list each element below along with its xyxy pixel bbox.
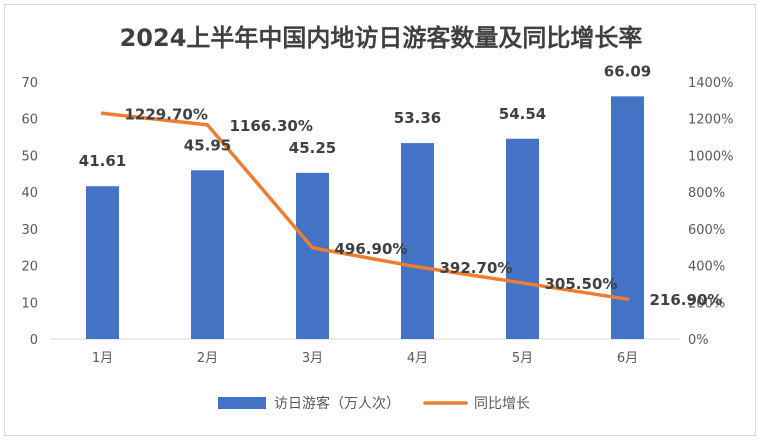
y-right-tick-label: 0% (688, 333, 709, 348)
x-tick-label: 6月 (617, 351, 638, 366)
y-left-tick-label: 60 (21, 113, 38, 128)
y-left-tick-label: 40 (21, 186, 38, 201)
line-series (100, 111, 630, 301)
growth-line (100, 111, 630, 301)
y-left-tick-label: 70 (21, 76, 38, 91)
y-right-tick-label: 1000% (688, 149, 733, 164)
x-tick-label: 1月 (92, 351, 113, 366)
bar (506, 138, 539, 339)
line-data-label: 1229.70% (125, 105, 208, 123)
y-right-tick-label: 200% (688, 296, 725, 311)
chart-axes: 0 10 20 30 40 50 60 70 0% 200% 400% 600% 800% 1000% 12… (21, 76, 733, 366)
y-left-tick-label: 50 (21, 149, 38, 164)
data-labels: 41.61 45.95 45.25 53.36 54.54 66.09 1229.70% 11… (79, 62, 723, 309)
x-tick-label: 2月 (197, 351, 218, 366)
line-point (311, 246, 314, 250)
line-data-label: 305.50% (545, 275, 618, 293)
line-point (521, 281, 524, 285)
bar-data-label: 41.61 (79, 152, 126, 170)
bar (611, 96, 644, 339)
x-tick-label: 3月 (302, 351, 323, 366)
bar-series (86, 96, 644, 339)
y-right-tick-label: 1400% (688, 76, 733, 91)
y-right-tick-label: 600% (688, 223, 725, 238)
bar (191, 170, 224, 339)
line-point (206, 123, 209, 127)
x-tick-label: 4月 (407, 351, 428, 366)
line-point (416, 265, 419, 269)
x-tick-label: 5月 (512, 351, 533, 366)
bar-data-label: 53.36 (394, 109, 441, 127)
y-right-tick-label: 400% (688, 260, 725, 275)
y-left-tick-label: 20 (21, 260, 38, 275)
chart-legend: 访日游客（万人次） 同比增长 (218, 395, 530, 412)
y-left-tick-label: 30 (21, 223, 38, 238)
chart-title: 2024上半年中国内地访日游客数量及同比增长率 (120, 24, 643, 52)
line-data-label: 1166.30% (230, 117, 313, 135)
bar-data-label: 45.25 (289, 139, 336, 157)
bar-data-label: 66.09 (604, 62, 651, 80)
bar (296, 172, 329, 339)
line-point (101, 111, 104, 115)
y-right-tick-label: 800% (688, 186, 725, 201)
legend-bar-label: 访日游客（万人次） (274, 395, 400, 412)
bar-data-label: 45.95 (184, 136, 231, 154)
legend-line-label: 同比增长 (474, 396, 530, 412)
legend-bar-swatch (218, 397, 266, 409)
line-data-label: 496.90% (335, 240, 408, 258)
line-point (626, 297, 629, 301)
y-right-tick-label: 1200% (688, 113, 733, 128)
bar-data-label: 54.54 (499, 105, 546, 123)
line-data-label: 392.70% (440, 259, 513, 277)
y-left-tick-label: 10 (21, 296, 38, 311)
line-data-label: 216.90% (650, 291, 723, 309)
y-left-tick-label: 0 (30, 333, 38, 348)
bar (86, 186, 119, 339)
bar (401, 143, 434, 339)
